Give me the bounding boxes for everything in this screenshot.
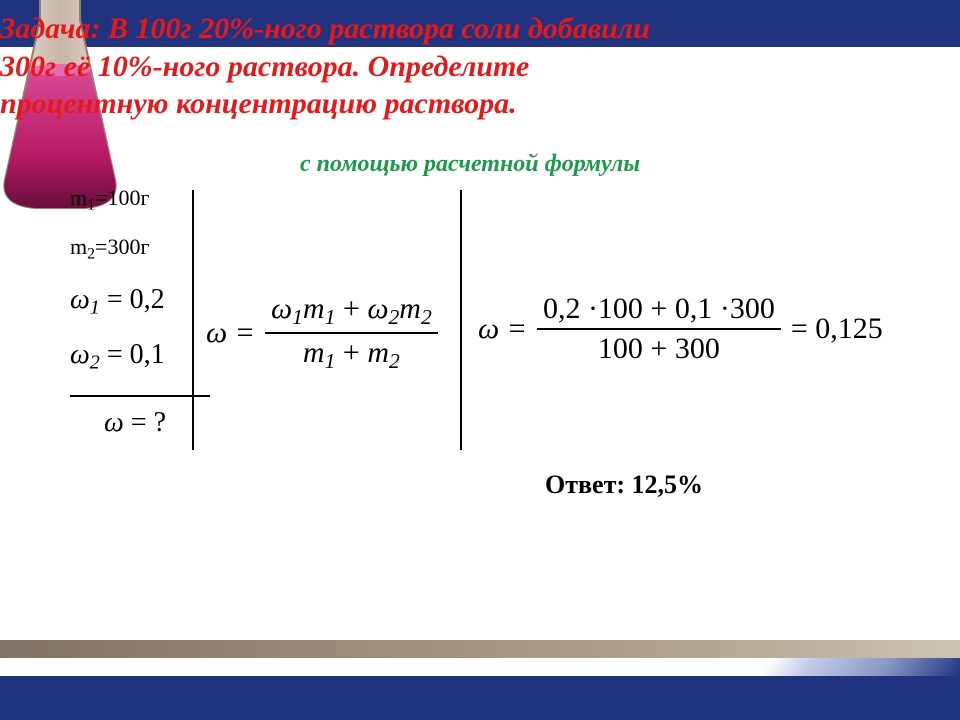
calc-fraction: 0,2 ·100 + 0,1 ·300 100 + 300 <box>537 290 781 368</box>
formula-block: ω = ω1m1 + ω2m2 m1 + m2 <box>206 290 438 376</box>
formula-lhs: ω = <box>206 316 255 350</box>
problem-text: Задача: В 100г 20%-ного раствора соли до… <box>0 10 960 123</box>
num-m2: m <box>399 292 421 325</box>
bottom-accent-strip <box>0 640 960 658</box>
m2-label: m <box>70 234 87 259</box>
num-w2: ω <box>367 292 388 325</box>
given-divider <box>70 395 210 397</box>
given-block: m1=100г m2=300г ω1 = 0,2 ω2 = 0,1 ω = ? <box>70 185 200 459</box>
given-question: ω = ? <box>70 407 200 439</box>
vertical-divider-1 <box>192 190 194 450</box>
den-m1s: 1 <box>325 349 336 373</box>
num-w2s: 2 <box>389 305 400 329</box>
w2-val: = 0,1 <box>100 339 165 370</box>
w1-sub: 1 <box>90 296 100 318</box>
calc-numerator: 0,2 ·100 + 0,1 ·300 <box>537 290 781 328</box>
w1-label: ω <box>70 284 90 315</box>
calc-denominator: 100 + 300 <box>592 330 726 368</box>
w2-sub: 2 <box>90 352 100 374</box>
formula-denominator: m1 + m2 <box>297 334 406 376</box>
given-w1: ω1 = 0,2 <box>70 284 200 320</box>
w1-val: = 0,2 <box>100 284 165 315</box>
calc-result: = 0,125 <box>791 312 883 346</box>
problem-line-2: 300г её 10%-ного раствора. Определите <box>0 48 960 86</box>
num-w1: ω <box>271 292 292 325</box>
answer: Ответ: 12,5% <box>545 470 703 500</box>
m2-val: =300г <box>95 234 149 259</box>
bottom-bar <box>0 676 960 720</box>
subtitle: с помощью расчетной формулы <box>300 151 640 178</box>
num-m1: m <box>303 292 325 325</box>
problem-line-3: процентную концентрацию раствора. <box>0 85 960 123</box>
m1-val: =100г <box>95 185 149 210</box>
formula-fraction: ω1m1 + ω2m2 m1 + m2 <box>265 290 438 376</box>
m1-sub: 1 <box>87 196 95 213</box>
given-w2: ω2 = 0,1 <box>70 339 200 375</box>
den-m2s: 2 <box>389 349 400 373</box>
num-w1s: 1 <box>292 305 303 329</box>
given-m2: m2=300г <box>70 234 200 263</box>
vertical-divider-2 <box>460 190 462 450</box>
problem-line-1: Задача: В 100г 20%-ного раствора соли до… <box>0 10 960 48</box>
slide: Задача: В 100г 20%-ного раствора соли до… <box>0 0 960 720</box>
w2-label: ω <box>70 339 90 370</box>
num-m2s: 2 <box>421 305 432 329</box>
m2-sub: 2 <box>87 246 95 263</box>
m1-label: m <box>70 185 87 210</box>
q-label: ω <box>104 407 124 438</box>
calc-lhs: ω = <box>478 312 527 346</box>
formula-numerator: ω1m1 + ω2m2 <box>265 290 438 332</box>
num-plus: + <box>335 292 367 325</box>
den-plus: + <box>335 336 367 369</box>
num-m1s: 1 <box>325 305 336 329</box>
calculation-block: ω = 0,2 ·100 + 0,1 ·300 100 + 300 = 0,12… <box>478 290 883 368</box>
den-m1: m <box>303 336 325 369</box>
den-m2: m <box>367 336 389 369</box>
given-m1: m1=100г <box>70 185 200 214</box>
q-val: = ? <box>124 407 166 438</box>
bottom-right-wedge <box>760 658 960 676</box>
